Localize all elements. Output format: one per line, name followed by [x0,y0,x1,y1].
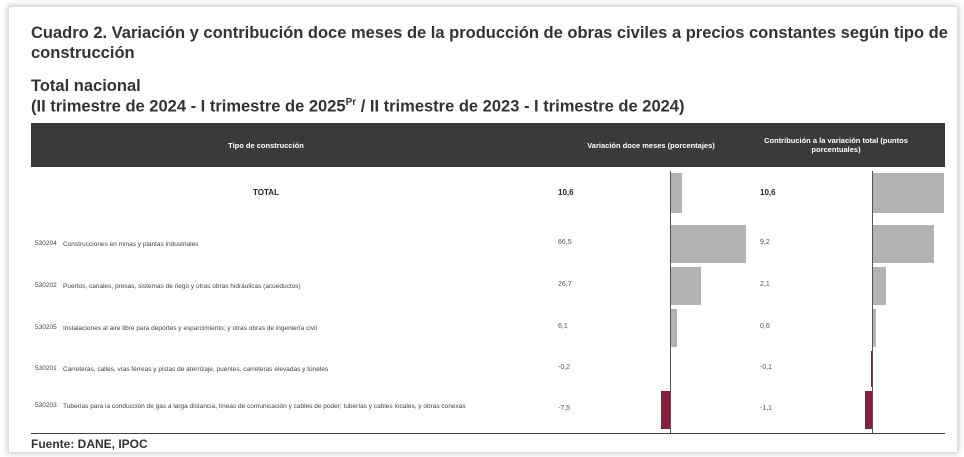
bar [872,309,877,347]
bar [864,391,872,429]
period: (II trimestre de 2024 - I trimestre de 2… [31,97,684,117]
row-name: Construcciones en minas y plantas indust… [63,241,199,248]
period-text: / II trimestre de 2023 - I trimestre de … [356,97,685,116]
variation-value: 26,7 [558,281,572,288]
bar [872,173,944,213]
row-name: Instalaciones al aire libre para deporte… [63,325,317,332]
zero-axis [670,171,671,433]
contribution-value: 9,2 [760,239,770,246]
row-code: 530202 [35,282,57,289]
contribution-value: 0,6 [760,323,770,330]
frame: Cuadro 2. Variación y contribución doce … [8,6,958,453]
bar [670,173,683,213]
row-code: 530204 [35,240,57,247]
bar [670,267,701,305]
row-name: Puertos, canales, presas, sistemas de ri… [63,283,301,290]
row-code: 530205 [35,324,57,331]
contribution-value: 2,1 [760,281,770,288]
bar [661,391,670,429]
subtitle: Total nacional [31,77,141,95]
header-cell: Contribución a la variación total (punto… [764,136,908,154]
row-name: Carreteras, calles, vías férreas y pista… [63,366,329,373]
period-sup: Pr [345,97,357,108]
variation-value: -0,2 [558,364,571,371]
contribution-value: 10,6 [760,188,776,197]
source: Fuente: DANE, IPOC [31,437,148,451]
row-code: 530201 [35,365,57,372]
variation-value: -7,5 [558,405,571,412]
title: Cuadro 2. Variación y contribución doce … [31,24,948,62]
table-header: Tipo de construcción Variación doce mese… [31,123,945,167]
row-code: 530203 [35,402,57,409]
variation-value: 66,5 [558,239,572,246]
header-cell: Variación doce meses (porcentajes) [587,140,715,150]
bar [871,351,872,387]
bar [670,309,677,347]
variation-value: 6,1 [558,323,568,330]
variation-value: 10,6 [558,188,574,197]
contribution-value: -0,1 [760,364,773,371]
total-label: TOTAL [253,188,279,197]
header-cell: Tipo de construcción [228,140,304,150]
table-bottom-line [31,433,945,434]
row-name: Tuberías para la conducción de gas a lar… [63,403,466,410]
zero-axis [872,171,873,433]
bar [872,267,887,305]
bar [872,225,935,263]
bar [670,225,746,263]
period-text: (II trimestre de 2024 - I trimestre de 2… [31,97,346,116]
contribution-value: -1,1 [760,405,773,412]
